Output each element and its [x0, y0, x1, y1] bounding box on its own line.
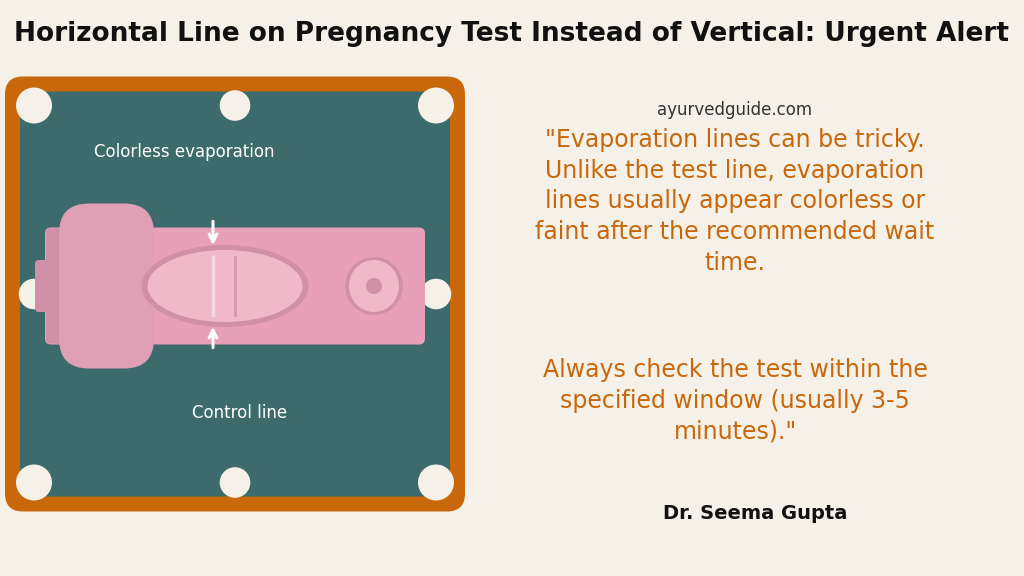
- FancyBboxPatch shape: [5, 77, 465, 511]
- Ellipse shape: [147, 250, 302, 322]
- Circle shape: [220, 467, 250, 498]
- Ellipse shape: [349, 260, 399, 312]
- FancyBboxPatch shape: [59, 203, 154, 369]
- Text: Colorless evaporation: Colorless evaporation: [94, 143, 275, 161]
- Text: Control line: Control line: [193, 404, 288, 422]
- Circle shape: [16, 88, 52, 123]
- Circle shape: [366, 278, 382, 294]
- Circle shape: [421, 279, 452, 309]
- FancyBboxPatch shape: [46, 229, 94, 343]
- Ellipse shape: [345, 257, 403, 315]
- Text: Dr. Seema Gupta: Dr. Seema Gupta: [663, 504, 847, 523]
- Circle shape: [220, 90, 250, 121]
- Circle shape: [18, 279, 49, 309]
- FancyBboxPatch shape: [45, 228, 425, 344]
- FancyBboxPatch shape: [35, 260, 65, 312]
- Text: ayurvedguide.com: ayurvedguide.com: [657, 101, 813, 119]
- Circle shape: [418, 464, 454, 501]
- Circle shape: [16, 464, 52, 501]
- Circle shape: [418, 88, 454, 123]
- Ellipse shape: [141, 245, 308, 327]
- Text: Horizontal Line on Pregnancy Test Instead of Vertical: Urgent Alert: Horizontal Line on Pregnancy Test Instea…: [14, 21, 1010, 47]
- Text: Always check the test within the
specified window (usually 3-5
minutes).": Always check the test within the specifi…: [543, 358, 928, 444]
- FancyBboxPatch shape: [20, 92, 450, 497]
- Text: "Evaporation lines can be tricky.
Unlike the test line, evaporation
lines usuall: "Evaporation lines can be tricky. Unlike…: [536, 128, 935, 275]
